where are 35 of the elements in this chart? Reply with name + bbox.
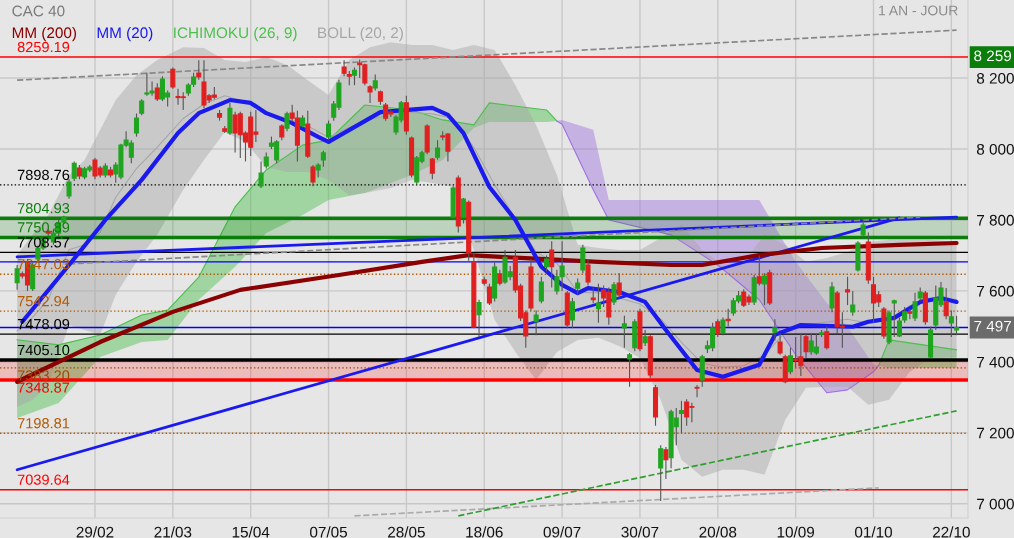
text: 7 497 <box>974 320 1011 332</box>
text: 8 259 <box>974 50 1012 62</box>
chart-title: CAC 40 <box>12 5 65 17</box>
x-tick-label: 01/10 <box>854 526 893 538</box>
ref-line-label: 7478.09 <box>17 318 70 330</box>
y-tick-label: 7 400 <box>977 356 1014 368</box>
x-tick-label: 30/07 <box>621 526 659 538</box>
x-tick-label: 21/03 <box>154 526 192 538</box>
y-tick-label: 7 600 <box>977 285 1014 297</box>
ref-line-label: 7198.81 <box>17 418 70 429</box>
text: MM (20) <box>97 26 153 42</box>
y-tick-label: 7 000 <box>977 498 1014 510</box>
x-tick-label: 10/09 <box>777 526 815 538</box>
y-tick-label: 8 000 <box>976 143 1014 155</box>
y-tick-label: 8 200 <box>976 72 1014 84</box>
text: BOLL (20, 2) <box>318 26 403 42</box>
chart-subtitle: 1 AN - JOUR <box>879 5 958 16</box>
ref-line-label: 7039.64 <box>17 474 70 485</box>
x-tick-label: 29/02 <box>76 526 114 538</box>
x-tick-label: 20/08 <box>699 526 737 538</box>
x-tick-label: 15/04 <box>232 526 270 538</box>
y-tick-label: 7 200 <box>977 427 1014 439</box>
ref-line-label: 8259.19 <box>17 41 70 53</box>
x-tick-label: 22/10 <box>933 526 970 538</box>
x-tick-label: 07/05 <box>310 526 348 538</box>
ref-line-label: 7804.93 <box>17 203 70 214</box>
text: MM (200) <box>12 26 77 42</box>
x-tick-label: 18/06 <box>466 526 503 538</box>
x-tick-label: 28/05 <box>388 526 425 538</box>
x-tick-label: 09/07 <box>543 526 581 538</box>
ref-line-label: 7348.87 <box>17 382 70 393</box>
text: ICHIMOKU (26, 9) <box>174 26 297 42</box>
ref-line-label: 7898.76 <box>17 169 70 181</box>
ref-line-label: 7405.10 <box>17 344 70 356</box>
y-tick-label: 7 800 <box>977 214 1014 226</box>
